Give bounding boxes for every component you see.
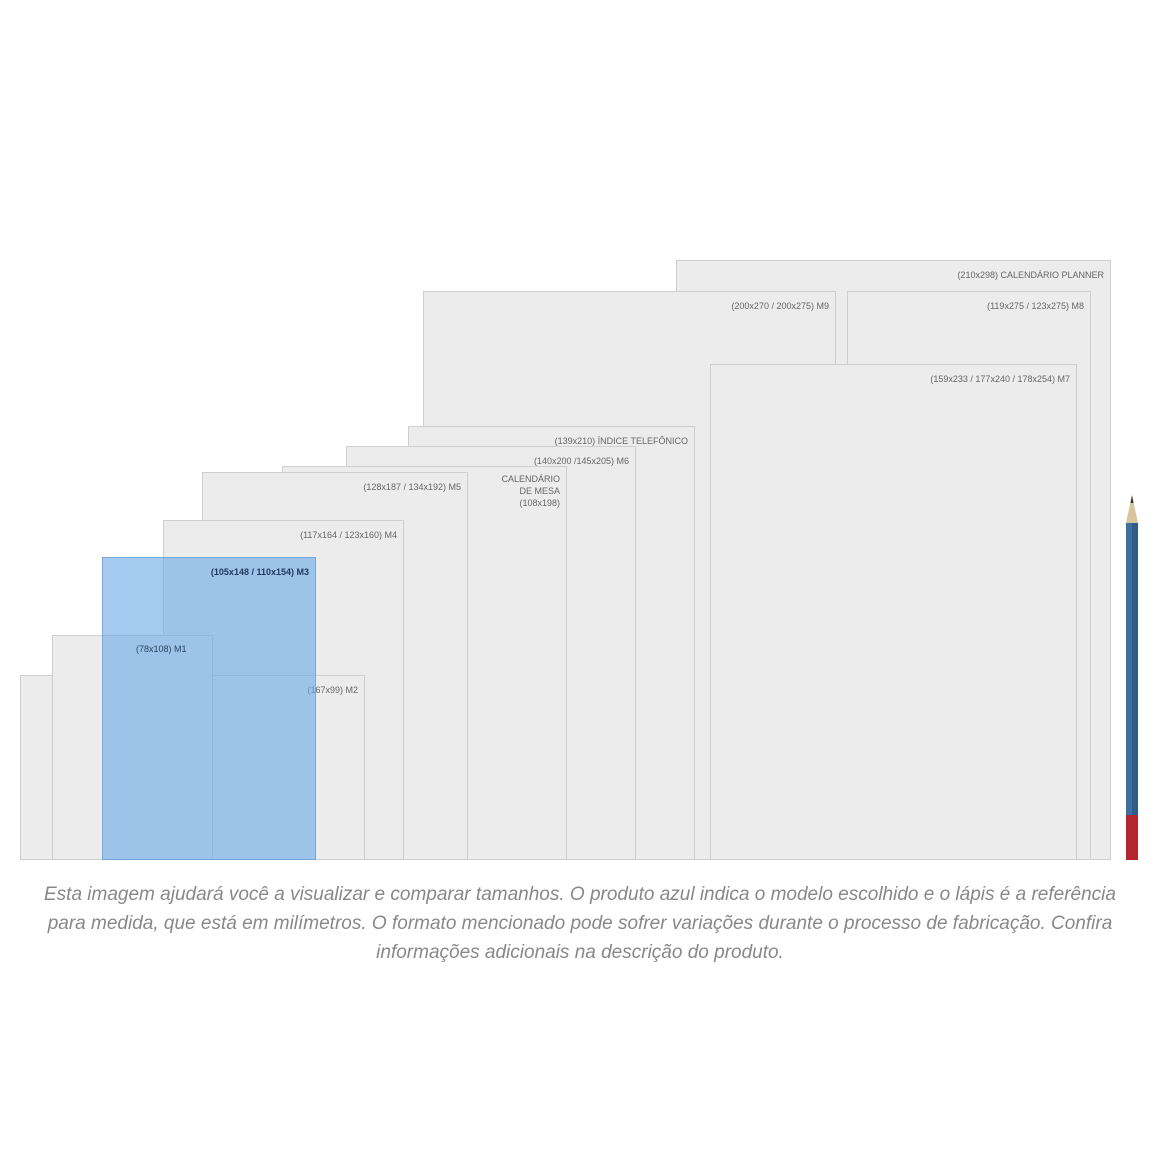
- label: (200x270 / 200x275) M9: [731, 301, 829, 311]
- label: (119x275 / 123x275) M8: [987, 301, 1084, 311]
- caption: Esta imagem ajudará você a visualizar e …: [44, 884, 1116, 963]
- size-m1-label: (78x108) M1: [136, 644, 187, 654]
- label-line: DE MESA: [519, 486, 560, 496]
- label: (139x210) ÍNDICE TELEFÔNICO: [554, 436, 688, 446]
- label-line: (108x198): [519, 498, 560, 508]
- label: (210x298) CALENDÁRIO PLANNER: [957, 270, 1104, 280]
- size-m7: (159x233 / 177x240 / 178x254) M7: [710, 364, 1077, 860]
- label: CALENDÁRIO DE MESA (108x198): [501, 473, 560, 509]
- label: (167x99) M2: [307, 685, 358, 695]
- label: (105x148 / 110x154) M3: [210, 567, 309, 577]
- size-m3-selected: (105x148 / 110x154) M3: [102, 557, 316, 860]
- label: (117x164 / 123x160) M4: [300, 530, 397, 540]
- label-line: CALENDÁRIO: [501, 474, 560, 484]
- label: (159x233 / 177x240 / 178x254) M7: [930, 374, 1070, 384]
- pencil-icon: [1126, 495, 1138, 860]
- label: (128x187 / 134x192) M5: [363, 482, 461, 492]
- label: (140x200 /145x205) M6: [533, 456, 629, 466]
